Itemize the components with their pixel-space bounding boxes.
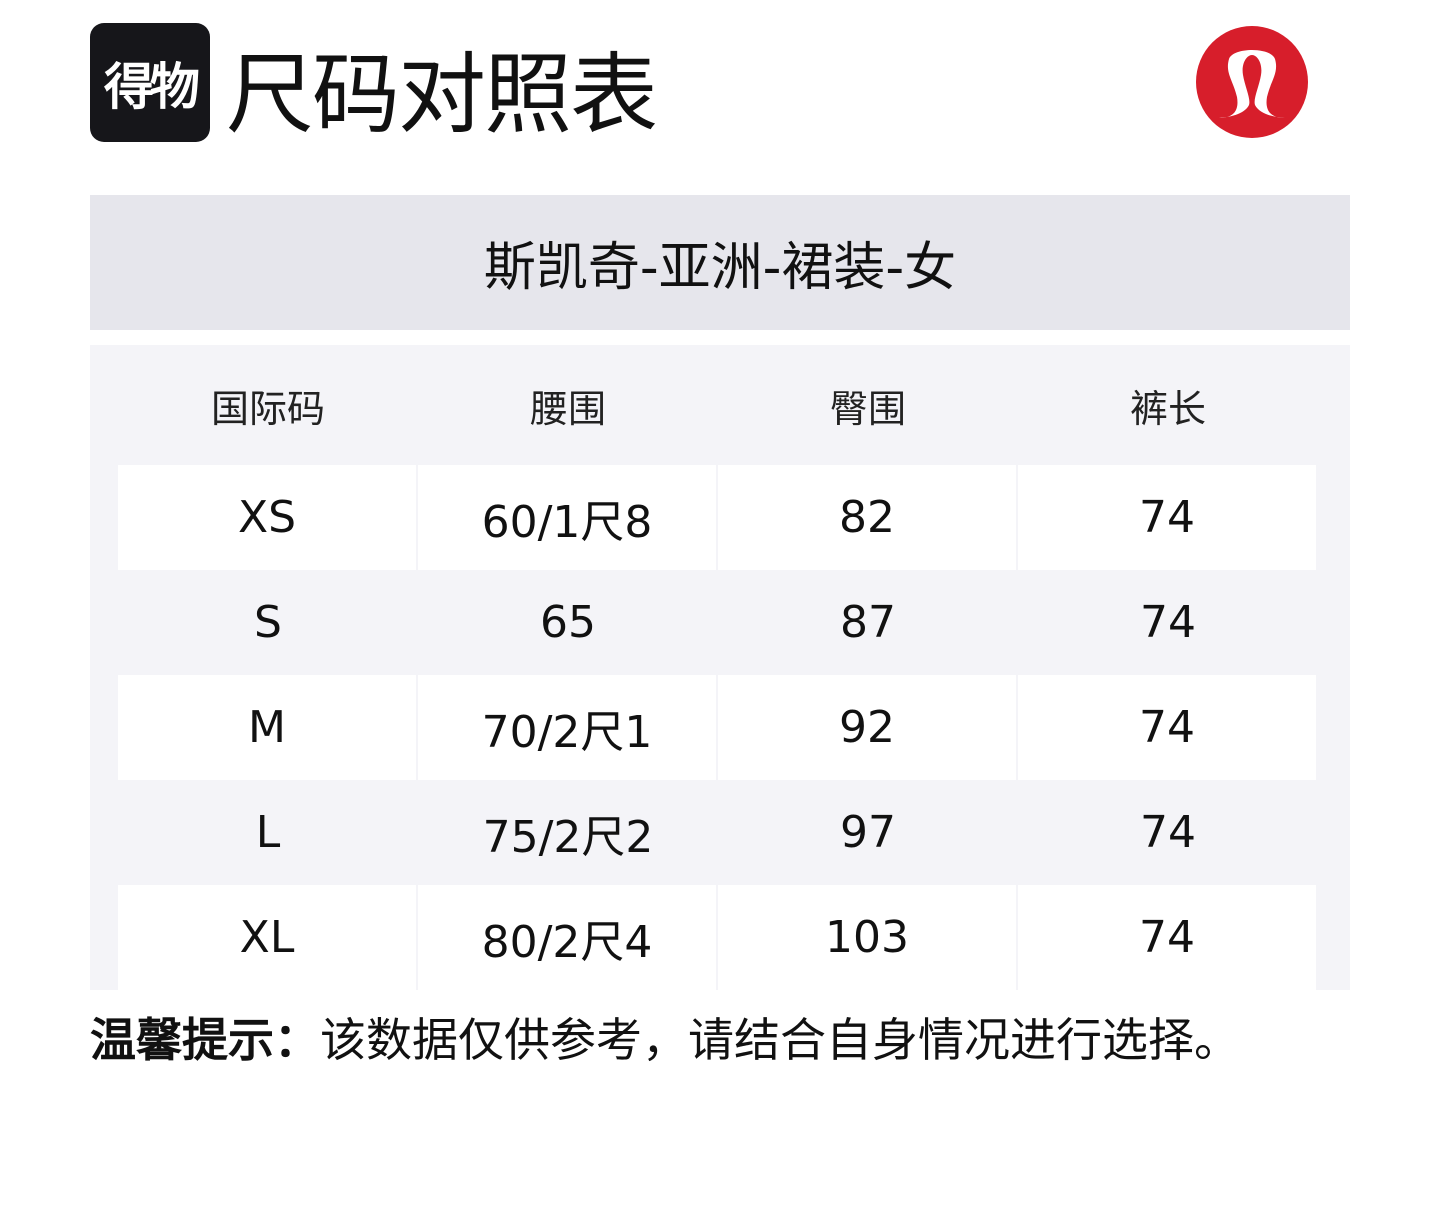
dewu-logo: 得物: [90, 23, 210, 142]
table-cell: M: [118, 675, 418, 780]
column-header: 国际码: [210, 386, 325, 431]
table-row: XS 60/1尺8 82 74: [118, 465, 1316, 570]
table-cell: 74: [1018, 675, 1316, 780]
page-title: 尺码对照表: [226, 43, 658, 146]
table-cell: 65: [540, 597, 596, 648]
table-cell: 74: [1018, 885, 1316, 990]
table-cell: 80/2尺4: [418, 885, 718, 990]
tip-label: 温馨提示：: [90, 1013, 320, 1067]
table-cell: XS: [118, 465, 418, 570]
product-subtitle: 斯凯奇-亚洲-裙装-女: [483, 238, 957, 298]
tip-note: 温馨提示：该数据仅供参考，请结合自身情况进行选择。: [90, 1010, 1240, 1070]
tip-text: 该数据仅供参考，请结合自身情况进行选择。: [320, 1013, 1240, 1067]
size-table: 国际码 腰围 臀围 裤长 XS 60/1尺8 82 74 S 65 87 74 …: [90, 345, 1350, 990]
table-header: 国际码 腰围 臀围 裤长: [118, 345, 1318, 465]
table-row: S 65 87 74: [118, 570, 1318, 675]
table-cell: 103: [718, 885, 1018, 990]
table-row: L 75/2尺2 97 74: [118, 780, 1318, 885]
column-header: 腰围: [529, 386, 606, 431]
column-header: 裤长: [1129, 386, 1206, 431]
table-cell: L: [255, 807, 281, 858]
table-row: M 70/2尺1 92 74: [118, 675, 1316, 780]
table-cell: 74: [1018, 465, 1316, 570]
table-cell: 97: [840, 807, 896, 858]
table-cell: 60/1尺8: [418, 465, 718, 570]
column-header: 臀围: [829, 386, 906, 431]
lululemon-logo-icon: [1196, 26, 1308, 138]
table-cell: 74: [1140, 597, 1196, 648]
table-cell: 74: [1140, 807, 1196, 858]
table-cell: 82: [718, 465, 1018, 570]
table-cell: S: [254, 597, 282, 648]
table-row: XL 80/2尺4 103 74: [118, 885, 1316, 990]
table-cell: XL: [118, 885, 418, 990]
table-cell: 75/2尺2: [482, 811, 654, 863]
table-cell: 92: [718, 675, 1018, 780]
product-subtitle-band: 斯凯奇-亚洲-裙装-女: [90, 195, 1350, 330]
logo-text: 得物: [104, 57, 200, 116]
table-cell: 70/2尺1: [418, 675, 718, 780]
table-cell: 87: [840, 597, 896, 648]
